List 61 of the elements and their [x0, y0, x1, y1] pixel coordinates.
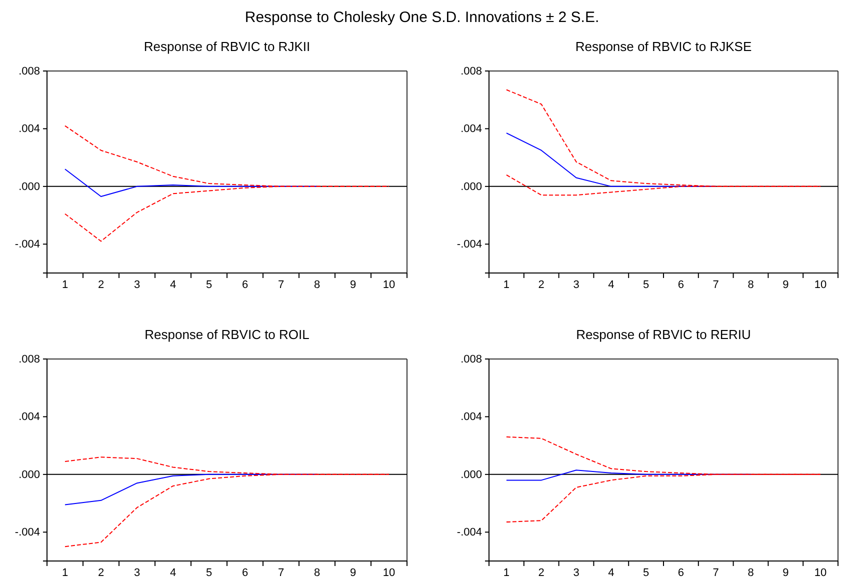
x-tick-label: 6: [242, 566, 248, 579]
x-tick-label: 2: [98, 278, 104, 291]
x-tick-label: 1: [503, 566, 510, 579]
x-tick-label: 9: [350, 566, 356, 579]
chart-title: Response of RBVIC to RJKII: [144, 39, 310, 54]
x-tick-label: 2: [98, 566, 104, 579]
x-tick-label: 2: [538, 566, 544, 579]
y-tick-label: .008: [18, 354, 40, 366]
y-tick-label: -.004: [14, 526, 40, 539]
x-tick-label: 9: [350, 278, 356, 291]
y-tick-label: -.004: [456, 238, 482, 251]
x-tick-label: 1: [62, 278, 68, 291]
chart-title: Response of RBVIC to RERIU: [576, 327, 751, 342]
x-tick-label: 4: [170, 566, 176, 579]
y-tick-label: .000: [18, 468, 40, 481]
y-tick-label: .004: [460, 411, 482, 424]
chart-title: Response of RBVIC to ROIL: [144, 327, 310, 342]
x-tick-label: 6: [678, 566, 684, 579]
x-tick-label: 3: [573, 278, 580, 291]
x-tick-label: 4: [608, 566, 614, 579]
x-tick-label: 9: [782, 278, 789, 291]
x-tick-label: 5: [642, 566, 650, 579]
y-tick-label: -.004: [456, 526, 482, 539]
y-tick-label: .008: [18, 66, 40, 78]
x-tick-label: 8: [748, 278, 754, 291]
x-tick-label: 4: [608, 278, 614, 291]
x-tick-label: 5: [642, 278, 650, 291]
x-tick-label: 8: [314, 566, 320, 579]
x-tick-label: 7: [712, 566, 719, 579]
x-tick-label: 8: [314, 278, 320, 291]
y-tick-label: -.004: [14, 238, 40, 251]
x-tick-label: 1: [62, 566, 68, 579]
x-tick-label: 5: [206, 278, 212, 291]
x-tick-label: 7: [712, 278, 719, 291]
y-tick-label: .008: [460, 354, 482, 366]
y-tick-label: .000: [18, 180, 40, 193]
x-tick-label: 3: [134, 278, 140, 291]
x-tick-label: 4: [170, 278, 176, 291]
y-tick-label: .008: [460, 66, 482, 78]
x-tick-label: 2: [538, 278, 544, 291]
x-tick-label: 10: [382, 566, 396, 579]
text: Response to Cholesky One S.D. Innovations ± 2 S.E.: [244, 9, 600, 26]
y-tick-label: .004: [18, 123, 40, 136]
x-tick-label: 10: [814, 278, 827, 291]
x-tick-label: 5: [206, 566, 212, 579]
y-tick-label: .004: [18, 411, 40, 424]
x-tick-label: 1: [503, 278, 510, 291]
x-tick-label: 6: [242, 278, 248, 291]
y-tick-label: .000: [460, 468, 482, 481]
x-tick-label: 8: [748, 566, 754, 579]
x-tick-label: 9: [782, 566, 789, 579]
x-tick-label: 3: [134, 566, 140, 579]
x-tick-label: 10: [814, 566, 827, 579]
chart-title: Response of RBVIC to RJKSE: [575, 39, 752, 54]
x-tick-label: 7: [278, 278, 284, 291]
x-tick-label: 7: [278, 566, 284, 579]
x-tick-label: 3: [573, 566, 580, 579]
y-tick-label: .000: [460, 180, 482, 193]
x-tick-label: 10: [382, 278, 396, 291]
y-tick-label: .004: [460, 123, 482, 136]
x-tick-label: 6: [678, 278, 684, 291]
